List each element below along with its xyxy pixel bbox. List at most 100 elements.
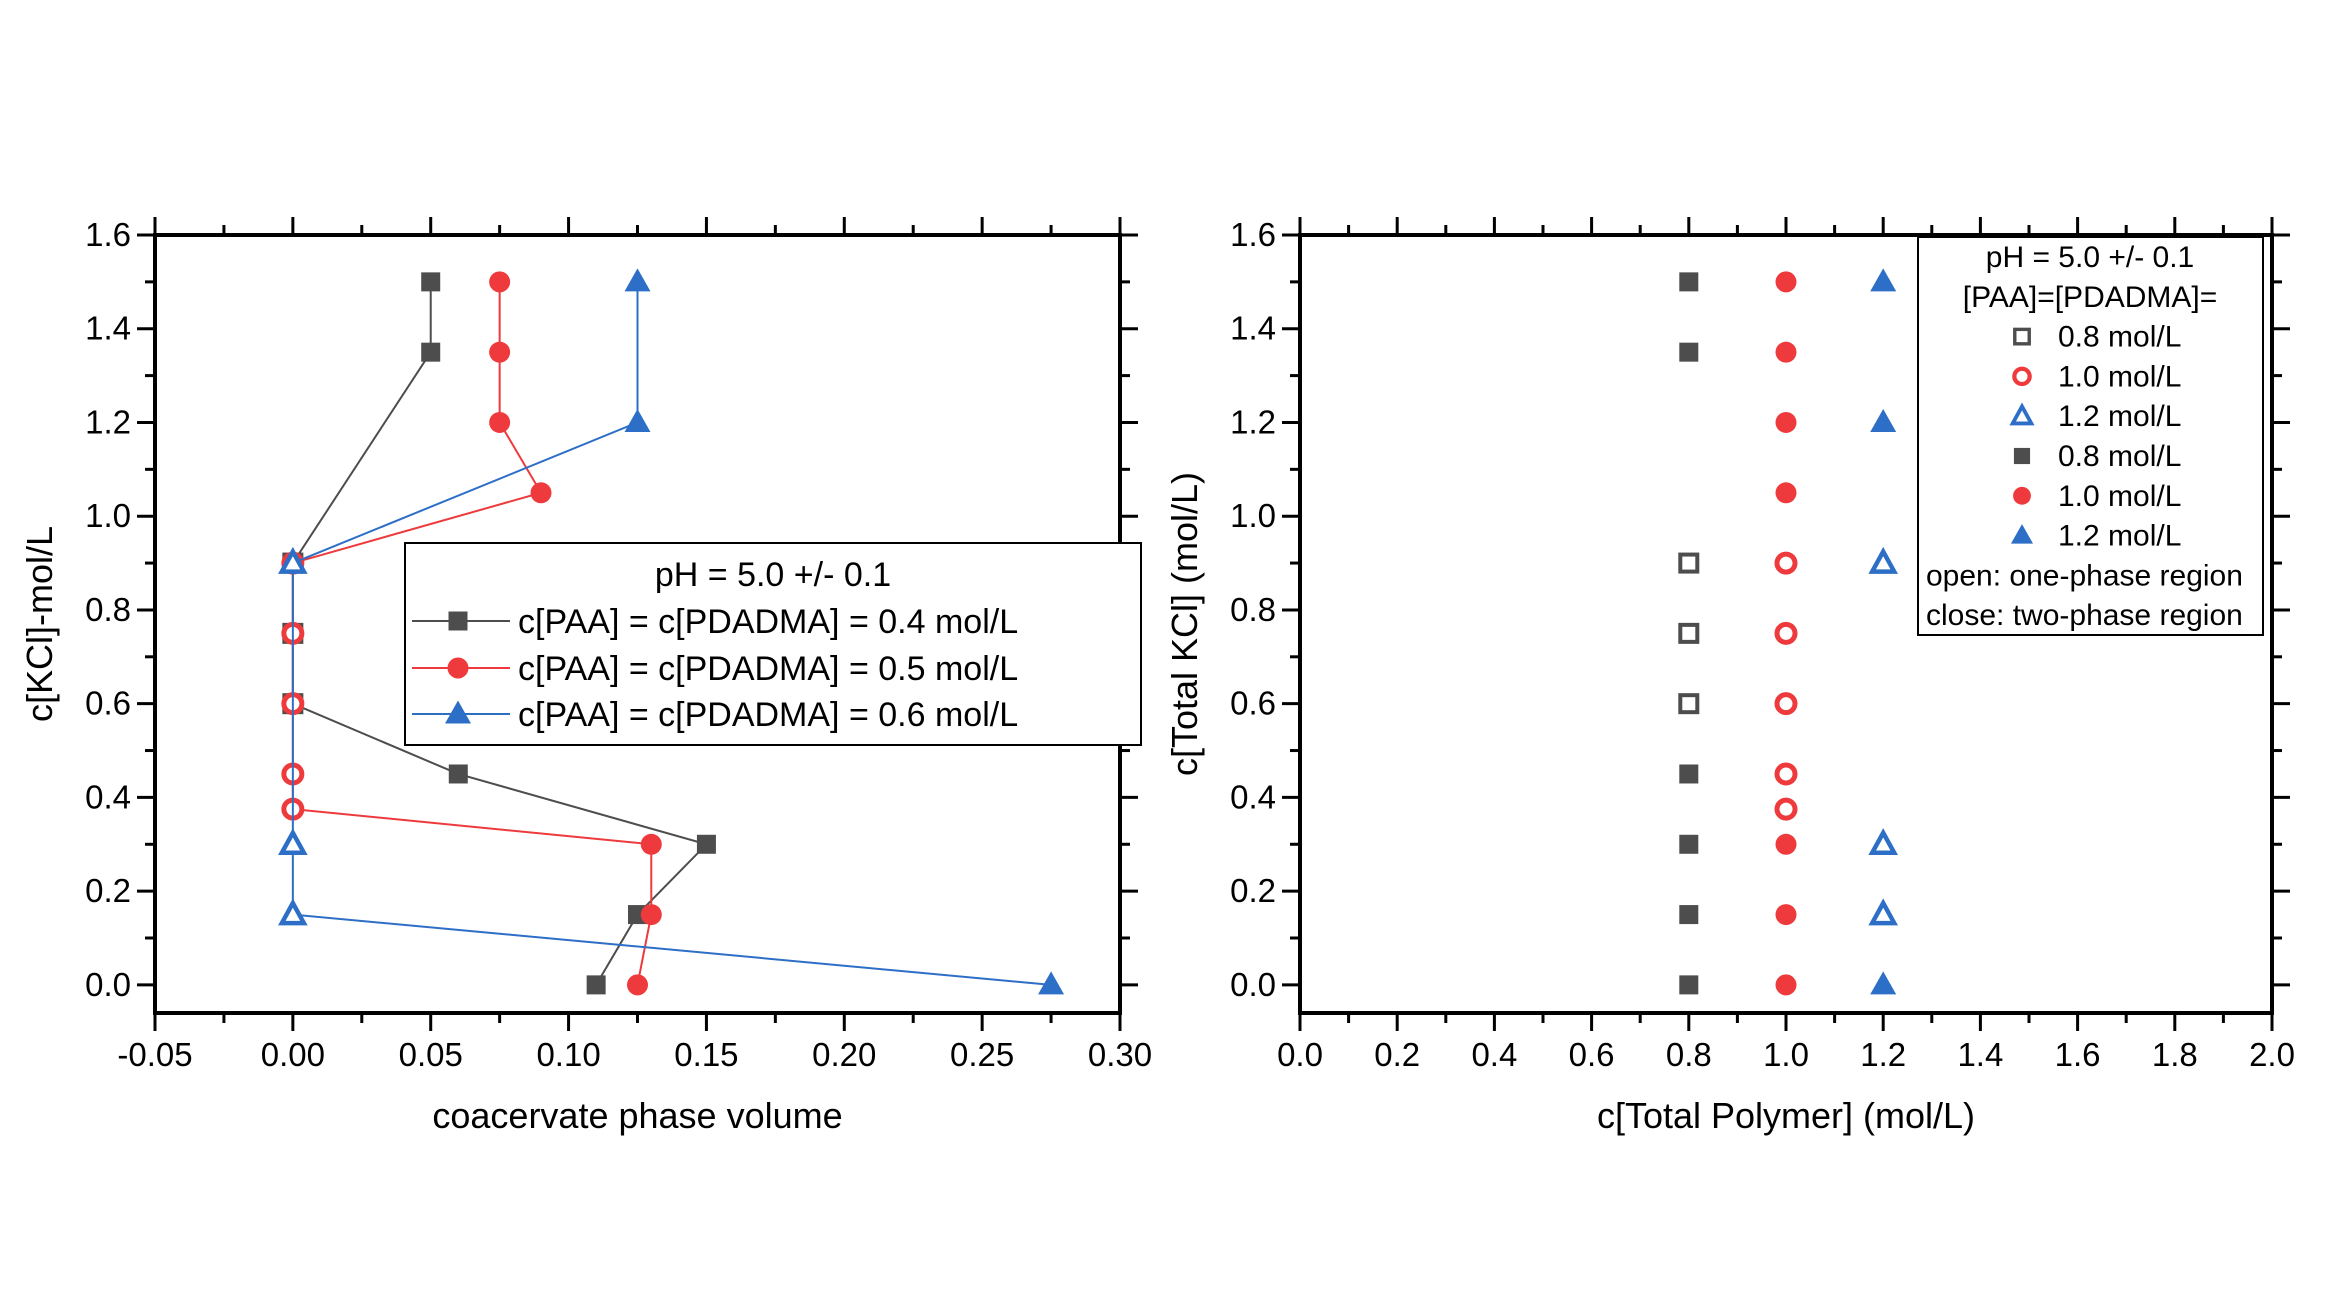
right-chart: 0.0 0.2 0.4 0.6 0.8 1.0 1.2 1.4 1.6 1.8 2.0 0.0 0.2 0… [1164, 216, 2295, 1136]
data-point-circle-closed [1775, 833, 1797, 855]
y-tick-label: 0.6 [1230, 685, 1276, 722]
y-tick-label: 1.4 [1230, 310, 1276, 347]
legend-entry-label: 1.0 mol/L [2058, 360, 2181, 393]
legend-box [1917, 236, 2264, 636]
y-tick-label: 0.8 [1230, 591, 1276, 628]
data-point-triangle-closed [624, 408, 651, 432]
x-tick-label: 1.6 [2055, 1036, 2101, 1073]
x-tick-label: 0.15 [674, 1036, 738, 1073]
x-tick-label: 1.0 [1763, 1036, 1809, 1073]
y-tick-label: 1.2 [85, 403, 131, 440]
legend-marker-square-closed [2013, 447, 2031, 465]
data-point-circle-open [1774, 551, 1798, 575]
series-total-polymer-1.2 [1868, 268, 1899, 995]
data-point-square-closed [1679, 272, 1699, 292]
data-point-triangle-closed [624, 268, 651, 292]
y-tick-label: 1.0 [85, 497, 131, 534]
y-tick-label: 0.0 [1230, 966, 1276, 1003]
data-point-circle-closed [1775, 974, 1797, 996]
data-point-circle-open [1774, 762, 1798, 786]
data-point-triangle-open [278, 898, 308, 926]
series-line-paa-pdadma-0.6 [291, 281, 1052, 986]
data-point-square-closed [586, 975, 606, 995]
legend-entry-label: 0.8 mol/L [2058, 440, 2181, 473]
data-point-triangle-open [278, 828, 308, 856]
x-tick-label: 0.4 [1471, 1036, 1517, 1073]
legend-marker-square [448, 611, 468, 631]
right-legend: pH = 5.0 +/- 0.1 [PAA]=[PDADMA]= 0.8 mol/L… [1917, 236, 2264, 636]
data-point-circle-closed [1775, 482, 1797, 504]
x-tick-label: 0.0 [1277, 1036, 1323, 1073]
left-series [278, 268, 1065, 996]
legend-marker-circle-closed [2013, 486, 2031, 505]
data-point-square-closed [1679, 975, 1699, 995]
y-tick-label: 0.0 [85, 966, 131, 1003]
data-point-circle-closed [489, 411, 511, 433]
data-point-square-closed [421, 342, 441, 362]
legend-entry-label: 0.8 mol/L [2058, 321, 2181, 354]
data-point-square-closed [1679, 834, 1699, 854]
y-tick-label: 1.4 [85, 310, 131, 347]
legend-marker-triangle [445, 700, 471, 724]
legend-entry-label: c[PAA] = c[PDADMA] = 0.5 mol/L [518, 650, 1018, 688]
x-tick-label: -0.05 [117, 1036, 192, 1073]
x-tick-label: 0.20 [812, 1036, 876, 1073]
y-tick-label: 0.6 [85, 685, 131, 722]
x-tick-label: 1.2 [1860, 1036, 1906, 1073]
data-point-square-closed [1679, 764, 1699, 784]
y-tick-label: 0.2 [85, 872, 131, 909]
data-point-circle-closed [640, 833, 662, 855]
data-point-circle-closed [1775, 411, 1797, 433]
data-point-square-closed [696, 834, 716, 854]
x-tick-label: 0.6 [1569, 1036, 1615, 1073]
data-point-circle-closed [1775, 904, 1797, 926]
legend-footer: open: one-phase region [1926, 559, 2243, 592]
legend-footer: close: two-phase region [1926, 599, 2243, 632]
data-point-square-closed [1679, 342, 1699, 362]
data-point-circle-open [1774, 692, 1798, 716]
data-point-circle-closed [489, 341, 511, 363]
legend-entry-label: 1.0 mol/L [2058, 480, 2181, 513]
legend-marker-triangle-closed [2010, 524, 2034, 544]
data-point-square-open [1678, 693, 1700, 715]
right-axes: 0.0 0.2 0.4 0.6 0.8 1.0 1.2 1.4 1.6 1.8 2.0 0.0 0.2 0… [1230, 216, 2295, 1073]
legend-marker-square-open [2013, 327, 2031, 346]
y-tick-label: 0.8 [85, 591, 131, 628]
left-chart: -0.05 0.00 0.05 0.10 0.15 0.20 0.25 0.30 0.0 0.2 0… [19, 216, 1152, 1136]
legend-entry-label: 1.2 mol/L [2058, 520, 2181, 553]
left-axes: -0.05 0.00 0.05 0.10 0.15 0.20 0.25 0.30 0.0 0.2 0… [85, 216, 1152, 1073]
x-tick-label: 1.4 [1957, 1036, 2003, 1073]
data-point-circle-closed [1775, 271, 1797, 293]
y-axis-title: c[Total KCl] (mol/L) [1164, 472, 1205, 776]
x-tick-label: 0.2 [1374, 1036, 1420, 1073]
data-point-circle-closed [627, 974, 648, 996]
legend-header: pH = 5.0 +/- 0.1 [1986, 241, 2194, 274]
data-point-circle-closed [489, 271, 511, 293]
data-point-square-open [1678, 552, 1700, 574]
data-point-circle-closed [1775, 341, 1797, 363]
data-point-circle-open [1774, 621, 1798, 645]
data-point-triangle-open [1868, 898, 1899, 926]
y-tick-label: 1.2 [1230, 403, 1276, 440]
y-tick-label: 1.6 [1230, 216, 1276, 253]
x-tick-label: 1.8 [2152, 1036, 2198, 1073]
x-tick-label: 0.8 [1666, 1036, 1712, 1073]
x-tick-label: 2.0 [2249, 1036, 2295, 1073]
data-point-triangle-open [278, 546, 308, 574]
y-tick-label: 0.2 [1230, 872, 1276, 909]
y-tick-label: 1.6 [85, 216, 131, 253]
y-tick-label: 1.0 [1230, 497, 1276, 534]
x-tick-label: 0.30 [1088, 1036, 1152, 1073]
data-point-triangle-open [1868, 546, 1899, 574]
legend-title: pH = 5.0 +/- 0.1 [655, 556, 891, 594]
data-point-circle-closed [640, 904, 662, 926]
data-point-triangle-closed [1038, 971, 1065, 995]
x-tick-label: 0.10 [536, 1036, 600, 1073]
legend-entry-label: c[PAA] = c[PDADMA] = 0.6 mol/L [518, 696, 1018, 734]
data-point-square-closed [448, 764, 468, 784]
data-point-triangle-closed [1870, 971, 1897, 995]
legend-marker-circle [447, 657, 469, 679]
data-point-triangle-closed [1870, 408, 1897, 432]
